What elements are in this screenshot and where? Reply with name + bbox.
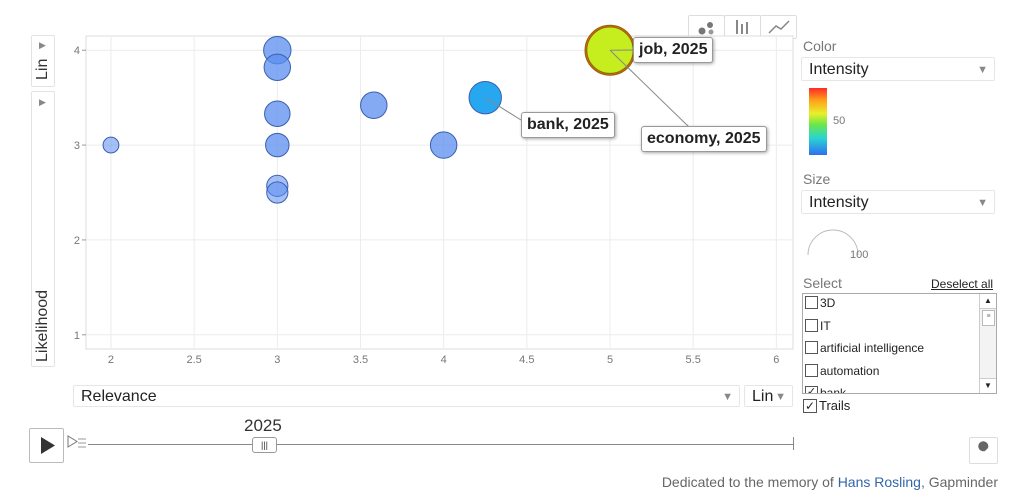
checkbox[interactable] xyxy=(805,296,818,310)
size-select[interactable]: Intensity ▼ xyxy=(801,190,995,214)
bubble[interactable] xyxy=(102,136,120,154)
label-bank: bank, 2025 xyxy=(521,112,615,138)
checkbox[interactable]: ✓ xyxy=(805,386,818,393)
timeline-track[interactable] xyxy=(88,444,794,445)
timeline-slider-handle[interactable]: ||| xyxy=(252,437,277,453)
x-tick-label: 5.5 xyxy=(686,354,701,366)
x-axis-label: Relevance xyxy=(81,388,157,405)
speed-control-icon[interactable] xyxy=(66,433,88,453)
chevron-down-icon: ▼ xyxy=(977,64,988,76)
x-tick-label: 4.5 xyxy=(519,354,534,366)
y-scale-select[interactable]: ▶ Lin xyxy=(31,35,55,87)
deselect-all-link[interactable]: Deselect all xyxy=(931,277,994,291)
size-legend-arc xyxy=(807,229,859,256)
footer-credit: Dedicated to the memory of Hans Rosling,… xyxy=(662,474,998,490)
bubble[interactable] xyxy=(429,131,458,159)
trails-label: Trails xyxy=(819,398,851,413)
chevron-right-icon: ▶ xyxy=(39,40,46,50)
checkbox[interactable] xyxy=(805,341,818,355)
list-scrollbar[interactable]: ▲ ≡ ▼ xyxy=(979,294,996,393)
line-chart-icon xyxy=(768,20,790,34)
bar-chart-icon xyxy=(736,20,748,34)
scroll-thumb[interactable]: ≡ xyxy=(982,310,995,326)
y-tick-label: 4 xyxy=(74,45,80,57)
current-year-label: 2025 xyxy=(244,416,282,435)
x-scale-select[interactable]: Lin ▼ xyxy=(744,385,793,407)
hans-rosling-link[interactable]: Hans Rosling xyxy=(837,474,921,490)
color-select-value: Intensity xyxy=(809,61,869,78)
color-legend-value: 50 xyxy=(833,115,846,127)
list-item[interactable]: ✓ bank xyxy=(805,384,846,393)
y-tick-label: 3 xyxy=(74,140,80,152)
scroll-up-arrow[interactable]: ▲ xyxy=(980,294,996,309)
bubble[interactable] xyxy=(264,100,291,128)
chevron-down-icon: ▼ xyxy=(775,391,786,403)
x-tick-label: 4 xyxy=(441,354,447,366)
line-view-tab[interactable] xyxy=(760,15,797,39)
bubble-chart-icon xyxy=(698,22,714,35)
label-job: job, 2025 xyxy=(633,37,714,63)
size-select-value: Intensity xyxy=(809,194,869,211)
bubble[interactable] xyxy=(265,132,290,158)
chevron-down-icon: ▼ xyxy=(722,391,733,403)
scroll-down-arrow[interactable]: ▼ xyxy=(980,378,996,393)
x-tick-label: 5 xyxy=(607,354,613,366)
list-item[interactable]: automation xyxy=(805,362,879,380)
trails-checkbox[interactable]: ✓ xyxy=(803,398,817,413)
chevron-right-icon: ▶ xyxy=(39,97,46,107)
color-label: Color xyxy=(803,38,837,54)
bubble[interactable] xyxy=(266,181,289,204)
y-tick-label: 2 xyxy=(74,235,80,247)
x-tick-label: 3.5 xyxy=(353,354,368,366)
x-tick-label: 2.5 xyxy=(186,354,201,366)
settings-button[interactable] xyxy=(969,437,998,464)
footer-prefix: Dedicated to the memory of xyxy=(661,474,838,490)
play-button[interactable] xyxy=(29,428,64,463)
plot-area xyxy=(85,35,794,350)
x-scale-label: Lin xyxy=(752,388,774,405)
bank-leader-line xyxy=(484,97,522,121)
play-icon xyxy=(41,437,55,454)
checkbox[interactable] xyxy=(805,319,818,333)
chevron-down-icon: ▼ xyxy=(977,197,988,209)
y-tick-label: 1 xyxy=(74,330,80,342)
economy-leader-line xyxy=(609,49,691,129)
bubble-chart: 2 2.5 3 3.5 4 4.5 5 5.5 6 1 2 3 4 xyxy=(74,24,794,366)
x-axis-select[interactable]: Relevance ▼ xyxy=(73,385,740,407)
size-legend-value: 100 xyxy=(850,249,869,261)
label-economy: economy, 2025 xyxy=(641,126,767,152)
y-axis-select[interactable]: ▶ Likelihood xyxy=(31,91,55,367)
list-item[interactable]: IT xyxy=(805,317,831,335)
entity-select-list: 3D IT artificial intelligence automation… xyxy=(802,293,997,394)
x-tick-label: 3 xyxy=(274,354,280,366)
size-label: Size xyxy=(803,171,831,187)
x-tick-label: 2 xyxy=(108,354,114,366)
checkbox[interactable] xyxy=(805,364,818,378)
list-item[interactable]: artificial intelligence xyxy=(805,339,924,357)
color-select[interactable]: Intensity ▼ xyxy=(801,57,995,81)
list-item[interactable]: 3D xyxy=(805,294,835,312)
bubble[interactable] xyxy=(360,91,388,119)
timeline-end-tick xyxy=(793,437,794,450)
wrench-icon xyxy=(978,441,989,458)
bubble[interactable] xyxy=(263,53,292,82)
footer-suffix: , Gapminder xyxy=(920,474,998,490)
trails-toggle[interactable]: ✓ Trails xyxy=(803,398,850,414)
select-label: Select xyxy=(803,275,842,291)
x-tick-label: 6 xyxy=(773,354,779,366)
color-gradient-legend xyxy=(809,88,827,155)
